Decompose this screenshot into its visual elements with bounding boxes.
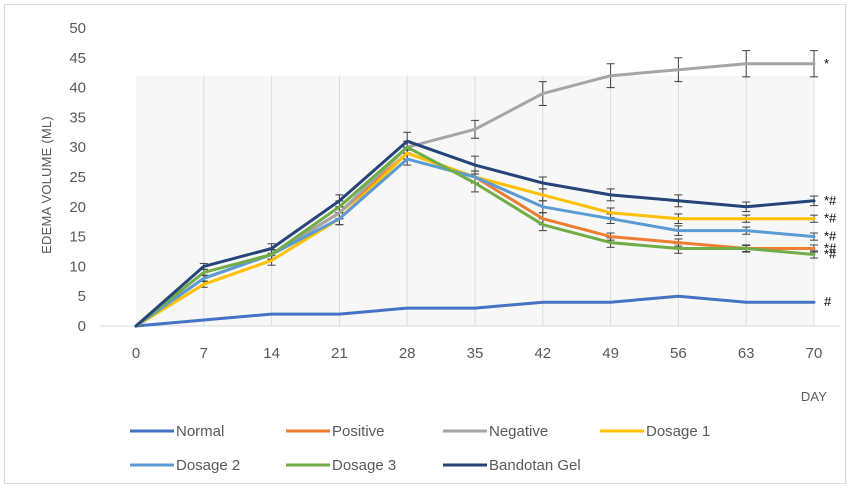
y-tick-labels: 0 5 10 15 20 25 30 35 40 45 50 xyxy=(69,20,86,335)
x-tick-labels: 0 7 14 21 28 35 42 49 56 63 70 xyxy=(132,345,823,362)
legend-label: Positive xyxy=(332,423,385,440)
y-tick-label: 50 xyxy=(69,20,86,37)
y-tick-label: 25 xyxy=(69,169,86,186)
y-tick-label: 45 xyxy=(69,50,86,67)
y-tick-label: 15 xyxy=(69,229,86,246)
x-tick-label: 14 xyxy=(263,345,280,362)
x-tick-label: 35 xyxy=(467,345,484,362)
x-tick-label: 70 xyxy=(806,345,823,362)
y-tick-label: 5 xyxy=(78,288,86,305)
significance-marker: * xyxy=(824,56,829,71)
legend: Normal Positive Negative Dosage 1 Dosage 2 Do… xyxy=(130,423,710,474)
y-tick-label: 0 xyxy=(78,318,86,335)
gridlines xyxy=(136,75,815,327)
legend-label: Negative xyxy=(489,423,548,440)
x-axis-title: DAY xyxy=(801,389,827,404)
series-line-bandotan-gel xyxy=(134,139,816,328)
y-tick-label: 10 xyxy=(69,258,86,275)
significance-marker: *# xyxy=(824,241,837,256)
significance-markers: #*#**#*#*#*# xyxy=(824,56,837,309)
x-tick-label: 21 xyxy=(331,345,348,362)
legend-label: Normal xyxy=(176,423,224,440)
y-tick-label: 35 xyxy=(69,109,86,126)
significance-marker: # xyxy=(824,294,832,309)
legend-label: Dosage 1 xyxy=(646,423,710,440)
series-lines xyxy=(134,62,816,328)
x-tick-label: 0 xyxy=(132,345,140,362)
significance-marker: *# xyxy=(824,229,837,244)
x-tick-label: 63 xyxy=(738,345,755,362)
series-line-dosage-3 xyxy=(134,145,816,328)
significance-marker: *# xyxy=(824,193,837,208)
y-tick-label: 20 xyxy=(69,199,86,216)
significance-marker: *# xyxy=(824,211,837,226)
x-tick-label: 49 xyxy=(602,345,619,362)
x-tick-label: 28 xyxy=(399,345,416,362)
legend-label: Dosage 3 xyxy=(332,457,396,474)
y-axis-title: EDEMA VOLUME (ML) xyxy=(39,116,54,254)
x-tick-label: 56 xyxy=(670,345,687,362)
x-tick-label: 42 xyxy=(534,345,551,362)
significance-marker: *# xyxy=(824,246,837,261)
x-tick-label: 7 xyxy=(200,345,208,362)
series-line-normal xyxy=(134,294,816,328)
y-tick-label: 40 xyxy=(69,80,86,97)
legend-label: Bandotan Gel xyxy=(489,457,581,474)
series-line-dosage-2 xyxy=(134,157,816,328)
y-tick-label: 30 xyxy=(69,139,86,156)
legend-label: Dosage 2 xyxy=(176,457,240,474)
